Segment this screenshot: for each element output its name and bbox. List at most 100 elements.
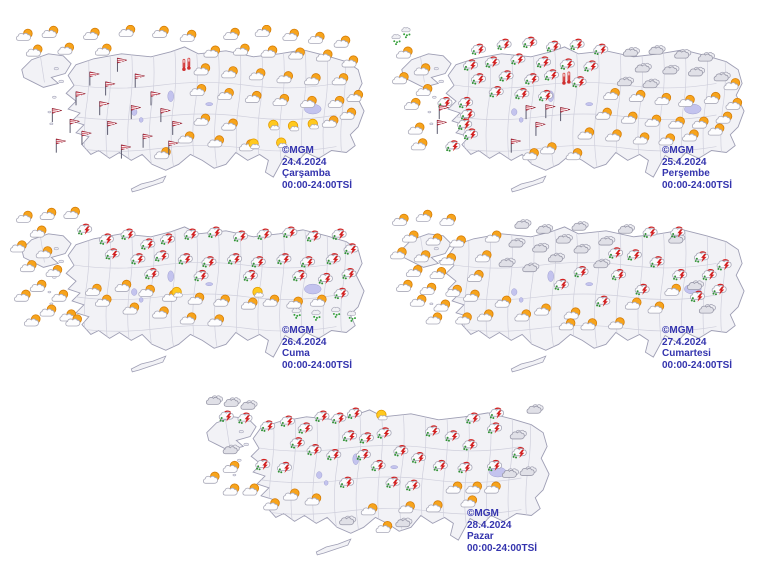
thunderstorm-icon	[405, 479, 421, 492]
sun-behind-cloud-icon	[152, 306, 169, 319]
sun-behind-cloud-icon	[193, 63, 211, 76]
sun-behind-cloud-icon	[346, 89, 364, 102]
sun-behind-cloud-icon	[558, 318, 576, 331]
aegean-islands	[47, 67, 64, 126]
cloudy-icon	[509, 429, 527, 440]
map-label: ©MGM 27.4.2024 Cumartesi 00:00-24:00TSİ	[662, 325, 732, 371]
strong-wind-flag-icon	[560, 106, 572, 122]
thunderstorm-icon	[569, 38, 585, 51]
thunderstorm-icon	[571, 76, 587, 88]
cloudy-icon	[687, 280, 705, 290]
map-day: Pazar	[467, 531, 494, 542]
sun-behind-cloud-icon	[654, 92, 672, 105]
thunderstorm-icon	[462, 439, 478, 451]
sun-behind-cloud-icon	[248, 68, 266, 81]
thunderstorm-icon	[218, 410, 234, 422]
thunderstorm-icon	[642, 226, 658, 238]
thunderstorm-icon	[538, 89, 553, 102]
sun-behind-cloud-icon	[262, 294, 280, 307]
sunny-icon	[307, 118, 319, 130]
cloudy-icon	[547, 252, 565, 263]
cloudy-icon	[571, 221, 589, 231]
light-rain-shower-icon	[331, 306, 341, 318]
sun-behind-cloud-icon	[425, 233, 443, 246]
sun-behind-cloud-icon	[16, 28, 33, 41]
strong-wind-flag-icon	[130, 105, 142, 120]
thunderstorm-icon	[256, 228, 272, 240]
sun-behind-cloud-icon	[419, 282, 437, 295]
sun-behind-cloud-icon	[327, 95, 345, 108]
strong-wind-flag-icon	[51, 107, 63, 123]
thunderstorm-icon	[177, 253, 193, 265]
thunderstorm-icon	[510, 53, 526, 65]
sun-behind-cloud-icon	[242, 483, 260, 496]
strong-wind-flag-icon	[120, 144, 132, 159]
thunderstorm-icon	[701, 268, 717, 281]
cyprus-outline	[130, 355, 167, 373]
cloudy-icon	[697, 52, 715, 62]
thunderstorm-icon	[559, 58, 575, 70]
thunderstorm-icon	[411, 451, 427, 464]
cloudy-icon	[698, 304, 716, 314]
thunderstorm-icon	[326, 449, 342, 461]
sun-behind-cloud-icon	[624, 297, 642, 310]
lakes	[131, 270, 322, 303]
cloudy-icon	[222, 444, 240, 455]
thunderstorm-icon	[193, 269, 209, 282]
temperature-rise-icon	[562, 71, 571, 85]
strong-wind-flag-icon	[172, 120, 184, 135]
map-date: 28.4.2024	[467, 519, 512, 531]
sun-behind-cloud-icon	[189, 84, 207, 97]
sunny-icon	[252, 286, 264, 298]
thunderstorm-icon	[611, 268, 626, 281]
sun-behind-cloud-icon	[433, 299, 451, 312]
cloudy-icon	[573, 243, 591, 254]
thunderstorm-icon	[484, 56, 500, 68]
sun-behind-cloud-icon	[83, 27, 100, 40]
thunderstorm-icon	[260, 420, 276, 432]
thunderstorm-icon	[634, 283, 650, 296]
sun-behind-cloud-icon	[221, 118, 238, 131]
map-time-range: 00:00-24:00TSİ	[467, 542, 538, 554]
turkey-weather-map	[16, 25, 365, 193]
sun-behind-cloud-icon	[595, 107, 612, 120]
cloudy-icon	[536, 224, 554, 234]
thunderstorm-icon	[279, 415, 295, 427]
thunderstorm-icon	[437, 96, 453, 109]
thunderstorm-icon	[282, 226, 298, 238]
thunderstorm-icon	[583, 60, 599, 72]
thunderstorm-icon	[626, 249, 642, 261]
sun-behind-cloud-icon	[29, 279, 47, 292]
map-label: ©MGM 25.4.2024 Perşembe 00:00-24:00TSİ	[662, 145, 732, 191]
thunderstorm-icon	[255, 458, 271, 471]
thunderstorm-icon	[489, 407, 504, 419]
sun-behind-cloud-icon	[467, 269, 484, 282]
cloudy-icon	[662, 64, 680, 75]
thunderstorm-icon	[593, 43, 609, 56]
sun-behind-cloud-icon	[45, 264, 63, 278]
thunderstorm-icon	[465, 412, 481, 424]
cloudy-icon	[519, 466, 537, 476]
sun-behind-cloud-icon	[341, 55, 359, 68]
sun-behind-cloud-icon	[460, 495, 478, 508]
sun-behind-cloud-icon	[254, 25, 272, 37]
strong-wind-flag-icon	[168, 140, 180, 155]
sun-behind-cloud-icon	[415, 209, 433, 222]
cloudy-icon	[642, 78, 660, 89]
sun-behind-cloud-icon	[233, 43, 250, 56]
sun-behind-cloud-icon	[94, 43, 112, 56]
sun-behind-cloud-icon	[39, 207, 57, 220]
sun-behind-cloud-icon	[217, 87, 234, 100]
cyprus-outline	[315, 538, 352, 556]
thunderstorm-icon	[242, 269, 258, 282]
strong-wind-flag-icon	[510, 138, 522, 153]
thunderstorm-icon	[511, 447, 527, 459]
sun-behind-cloud-icon	[534, 303, 551, 316]
sun-behind-cloud-icon	[429, 266, 447, 280]
sun-behind-cloud-icon	[620, 111, 638, 124]
thunderstorm-icon	[595, 295, 611, 308]
map-date: 24.4.2024	[282, 156, 327, 168]
sun-behind-cloud-icon	[580, 318, 598, 331]
thunderstorm-icon	[445, 140, 461, 152]
